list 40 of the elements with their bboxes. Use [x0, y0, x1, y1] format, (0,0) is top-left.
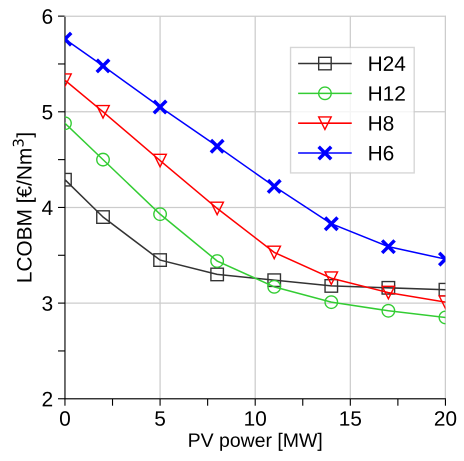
point	[210, 201, 224, 216]
point	[267, 245, 282, 260]
point	[266, 178, 282, 194]
point	[324, 295, 338, 310]
y-tick-label: 5	[42, 105, 52, 120]
y-axis-title: LCOBM [€/Nm$^{3}$]	[12, 133, 36, 282]
legend-label: H8	[369, 116, 394, 131]
legend-label: H24	[369, 56, 406, 71]
x-tick-label: 15	[340, 411, 362, 426]
point	[96, 104, 110, 119]
point	[96, 152, 110, 167]
y-tick-label: 6	[42, 9, 52, 24]
point	[380, 238, 396, 255]
point	[267, 280, 282, 294]
legend-label: H12	[369, 86, 405, 101]
legend-label: H6	[369, 146, 394, 161]
x-tick-label: 5	[155, 411, 165, 426]
x-tick-label: 10	[245, 411, 266, 426]
point	[153, 154, 168, 168]
x-tick-label: 20	[434, 411, 456, 426]
point	[324, 271, 338, 286]
point	[267, 273, 282, 288]
point	[323, 216, 340, 232]
point	[210, 254, 224, 268]
point	[95, 58, 111, 74]
point	[209, 138, 226, 154]
point	[153, 207, 168, 222]
y-tick-label: 4	[42, 200, 53, 215]
x-axis-title: PV power [MW]	[189, 432, 322, 451]
point	[210, 267, 224, 282]
point	[324, 278, 338, 293]
y-tick-label: 3	[42, 296, 52, 311]
point	[153, 253, 168, 268]
point	[381, 304, 396, 318]
point	[381, 280, 396, 295]
y-tick-label: 2	[42, 392, 52, 406]
point	[152, 99, 168, 115]
point	[381, 286, 396, 300]
point	[96, 210, 110, 224]
x-tick-label: 0	[60, 411, 70, 426]
